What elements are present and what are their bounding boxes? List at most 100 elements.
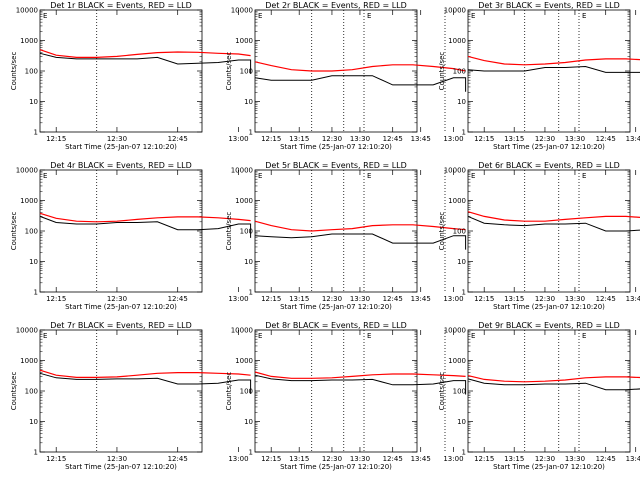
plot-det-2-corner-mark: E <box>258 12 262 20</box>
plot-det-1-series-events <box>39 52 252 74</box>
plot-det-3-corner-mark: E <box>471 12 475 20</box>
plot-det-4-series-lld <box>39 212 251 223</box>
plot-det-4-ytick-label: 1000 <box>20 197 38 205</box>
plot-det-7-xtick-label: 13:00 <box>228 455 248 463</box>
plot-det-8-title: Det 8r BLACK = Events, RED = LLD <box>265 321 407 330</box>
plot-det-6-title: Det 6r BLACK = Events, RED = LLD <box>478 161 620 170</box>
plot-det-7-xtick-label: 13:30 <box>350 455 370 463</box>
plot-det-2-xtick-label: 13:45 <box>626 135 640 143</box>
plot-det-5-xtick-label: 13:30 <box>565 295 585 303</box>
plot-det-4-xtick-label: 13:15 <box>289 295 309 303</box>
plot-det-5-series-lld <box>254 220 466 232</box>
plot-det-1-xtick-label: 13:30 <box>350 135 370 143</box>
plot-det-8-xtick-label: 13:00 <box>443 455 463 463</box>
plot-det-3-xtick-label: 12:15 <box>474 135 494 143</box>
plot-det-9-frame <box>467 329 631 453</box>
plot-det-8-corner-mark: E <box>582 332 586 340</box>
plot-det-6-ytick-label: 10000 <box>444 167 466 175</box>
plot-det-6-xtick-label: 12:45 <box>596 295 616 303</box>
plot-det-7-xtick-label: 12:45 <box>168 455 188 463</box>
plot-det-8-ytick-label: 1000 <box>235 357 253 365</box>
plot-det-9-ytick-label: 1 <box>462 449 466 457</box>
plot-det-3-title: Det 3r BLACK = Events, RED = LLD <box>478 1 620 10</box>
plot-det-2-series-lld <box>254 61 466 72</box>
plot-det-8-series-lld <box>254 371 466 379</box>
plot-det-4-ytick-label: 100 <box>25 228 38 236</box>
plot-det-1-ytick-label: 10 <box>29 98 38 106</box>
plot-det-4-xtick-label: 12:30 <box>107 295 127 303</box>
plot-det-5-ytick-label: 1 <box>249 289 253 297</box>
plot-det-1-xtick-label: 12:45 <box>168 135 188 143</box>
plot-det-4-corner-mark: E <box>43 172 47 180</box>
plot-det-8-series-events <box>254 374 467 395</box>
plot-det-9-series-events <box>467 378 640 391</box>
plot-det-5-corner-mark: E <box>582 172 586 180</box>
plot-det-4-corner-mark: E <box>367 172 371 180</box>
plot-det-1-frame <box>39 9 203 133</box>
plot-det-2-ylabel: Counts/sec <box>225 52 233 91</box>
plot-det-7-ytick-label: 1000 <box>20 357 38 365</box>
plot-det-7-ylabel: Counts/sec <box>10 372 18 411</box>
plot-det-5-xtick-label: 13:00 <box>443 295 463 303</box>
plot-det-9-ytick-label: 10000 <box>444 327 466 335</box>
plot-det-3-ytick-label: 100 <box>453 68 466 76</box>
plot-det-4-ytick-label: 1 <box>34 289 38 297</box>
plot-det-2-corner-mark: E <box>582 12 586 20</box>
plot-det-2-ytick-label: 10000 <box>231 7 253 15</box>
plot-det-4-title: Det 4r BLACK = Events, RED = LLD <box>50 161 192 170</box>
plot-det-1-corner-mark: E <box>43 12 47 20</box>
plot-det-4-ylabel: Counts/sec <box>10 212 18 251</box>
plot-det-7-xtick-label: 12:30 <box>107 455 127 463</box>
plot-det-8-xtick-label: 12:30 <box>322 455 342 463</box>
plot-det-2-xlabel: Start Time (25-Jan-07 12:10:20) <box>280 143 392 151</box>
plot-det-1-title: Det 1r BLACK = Events, RED = LLD <box>50 1 192 10</box>
plot-det-9-corner-mark: E <box>471 332 475 340</box>
plot-det-5-ytick-label: 1000 <box>235 197 253 205</box>
plot-det-9-title: Det 9r BLACK = Events, RED = LLD <box>478 321 620 330</box>
plot-det-5-ytick-label: 100 <box>240 228 253 236</box>
plot-det-7-ytick-label: 10000 <box>16 327 38 335</box>
plot-det-1-xtick-label: 12:15 <box>46 135 66 143</box>
plot-det-1-ylabel: Counts/sec <box>10 52 18 91</box>
plot-det-2-ytick-label: 100 <box>240 68 253 76</box>
plot-det-1-xtick-label: 13:00 <box>228 135 248 143</box>
plot-det-4-frame <box>39 169 203 293</box>
plot-det-8-frame <box>254 329 418 453</box>
plot-det-3-xtick-label: 12:30 <box>535 135 555 143</box>
plot-det-7-corner-mark: E <box>367 332 371 340</box>
plot-det-1-ytick-label: 100 <box>25 68 38 76</box>
plot-det-4-xtick-label: 12:45 <box>168 295 188 303</box>
plot-det-2-title: Det 2r BLACK = Events, RED = LLD <box>265 1 407 10</box>
plot-det-7-ytick-label: 1 <box>34 449 38 457</box>
plot-det-5-xtick-label: 12:30 <box>322 295 342 303</box>
plot-det-4-ytick-label: 10 <box>29 258 38 266</box>
plot-det-3-series-events <box>467 65 640 73</box>
plot-det-8-ytick-label: 1 <box>249 449 253 457</box>
plot-det-5-ytick-label: 10 <box>244 258 253 266</box>
plot-det-4-xtick-label: 12:15 <box>46 295 66 303</box>
plot-det-9-xtick-label: 12:30 <box>535 455 555 463</box>
plot-det-1-xtick-label: 13:15 <box>289 135 309 143</box>
plot-det-8: Det 8r BLACK = Events, RED = LLD 1 10 100 10… <box>225 321 640 471</box>
plot-det-6-xtick-label: 12:15 <box>474 295 494 303</box>
plot-det-3: Det 3r BLACK = Events, RED = LLD 1 10 100 10… <box>438 1 640 151</box>
plot-det-1-xtick-label: 13:45 <box>411 135 431 143</box>
plot-det-5: Det 5r BLACK = Events, RED = LLD 1 10 100 10… <box>225 161 640 311</box>
plot-det-4-xtick-label: 13:30 <box>350 295 370 303</box>
plot-det-2-ytick-label: 10 <box>244 98 253 106</box>
plot-det-6-series-events <box>467 215 640 232</box>
plot-det-5-xlabel: Start Time (25-Jan-07 12:10:20) <box>280 303 392 311</box>
plot-det-4-ytick-label: 10000 <box>16 167 38 175</box>
plot-det-9-series-lld <box>467 375 640 383</box>
plot-det-1-ytick-label: 10000 <box>16 7 38 15</box>
plot-det-7-ytick-label: 10 <box>29 418 38 426</box>
plot-det-1: Det 1r BLACK = Events, RED = LLD 1 10 100 10… <box>10 1 446 151</box>
plot-det-6-xtick-label: 12:30 <box>535 295 555 303</box>
plot-det-8-xtick-label: 12:15 <box>261 455 281 463</box>
plot-det-5-series-events <box>254 233 467 250</box>
plot-det-8-xtick-label: 13:15 <box>504 455 524 463</box>
plot-det-4-xlabel: Start Time (25-Jan-07 12:10:20) <box>65 303 177 311</box>
plot-det-1-series-lld <box>39 49 251 58</box>
plot-det-7-xlabel: Start Time (25-Jan-07 12:10:20) <box>65 463 177 471</box>
